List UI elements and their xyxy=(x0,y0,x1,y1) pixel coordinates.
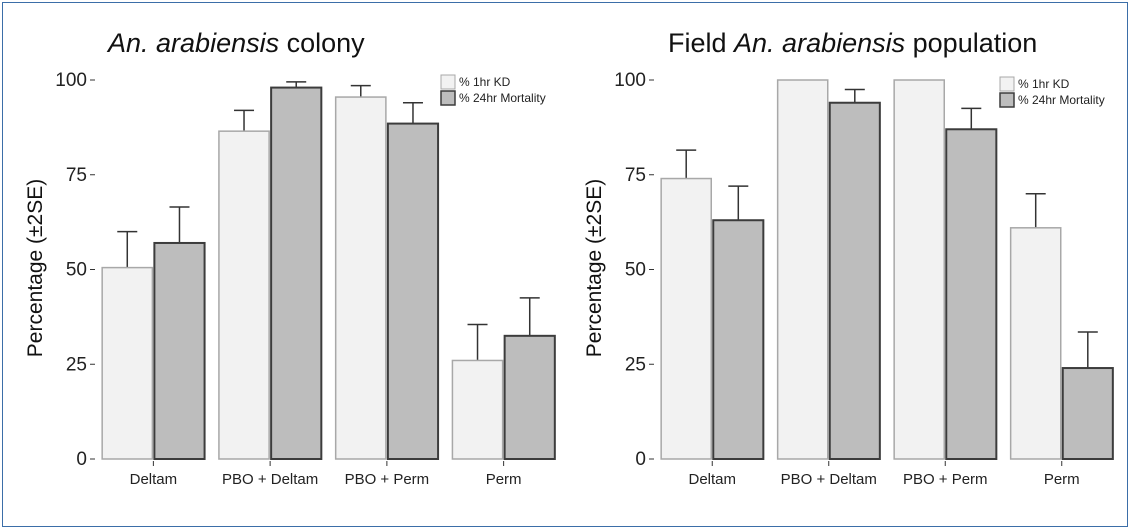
panel-2-bar-kd xyxy=(1009,227,1062,460)
panel-2-bar-mortality xyxy=(712,219,765,460)
panel-1-bar-mortality xyxy=(386,122,440,461)
panel-1-plot: 0 25 50 75 100 Deltam PBO + Deltam PBO + Perm Pe… xyxy=(55,70,556,488)
panel-2-plot: 0 25 50 75 100 Deltam PBO + Deltam PBO + Perm Pe… xyxy=(614,70,1114,488)
panel-2-ytick-label: 100 xyxy=(614,70,646,91)
panel-1-bar-mortality xyxy=(503,334,556,461)
panel-2-legend-swatch xyxy=(999,76,1015,92)
panel-2-category-label: PBO + Perm xyxy=(903,471,988,488)
panel-2-bar-mortality xyxy=(828,101,881,461)
panel-2-title-italic: An. arabiensis xyxy=(732,28,905,58)
panel-1-ytick-label: 0 xyxy=(76,449,87,470)
panel-1-title-italic: An. arabiensis xyxy=(106,28,279,58)
panel-2-ytick-label: 25 xyxy=(625,354,646,375)
panel-1-ytick-label: 75 xyxy=(66,165,87,186)
panel-2-legend-label: % 1hr KD xyxy=(1018,77,1070,91)
panel-1-legend-swatch xyxy=(440,90,456,106)
panel-1-legend-label: % 1hr KD xyxy=(459,75,511,89)
panel-1-legend-swatch xyxy=(440,74,456,90)
panel-1-category-label: Perm xyxy=(486,471,522,488)
panel-2-category-label: Deltam xyxy=(688,471,736,488)
panel-2-bar-kd xyxy=(660,177,713,460)
panel-1-title: An. arabiensis colony xyxy=(106,28,365,58)
panel-1-bar-kd xyxy=(334,96,387,460)
panel-1-category-label: PBO + Perm xyxy=(345,471,430,488)
panel-2-ylabel: Percentage (±2SE) xyxy=(583,179,606,357)
panel-1-category-label: PBO + Deltam xyxy=(222,471,318,488)
panel-2-bar-kd xyxy=(776,79,829,460)
panel-2-bar-mortality xyxy=(945,128,998,461)
panel-2-ytick-label: 50 xyxy=(625,260,646,281)
panel-1-ytick-label: 25 xyxy=(66,354,87,375)
panel-2-legend-label: % 24hr Mortality xyxy=(1018,93,1105,107)
panel-1-title-suffix: colony xyxy=(279,28,365,58)
panel-2-ytick-label: 0 xyxy=(635,449,646,470)
panel-1-legend-label: % 24hr Mortality xyxy=(459,91,546,105)
panel-1-bar-kd xyxy=(101,266,154,460)
panel-2-bar-mortality xyxy=(1061,367,1114,461)
panel-2-ytick-label: 75 xyxy=(625,165,646,186)
panel-1-category-label: Deltam xyxy=(130,471,178,488)
panel-1-bar-kd xyxy=(218,130,270,460)
panel-1-ytick-label: 100 xyxy=(55,70,87,91)
panel-2-title-prefix: Field xyxy=(668,28,734,58)
panel-2-title-suffix: population xyxy=(905,28,1037,58)
panel-2-category-label: PBO + Deltam xyxy=(781,471,877,488)
panel-1-bar-kd xyxy=(451,359,504,460)
panel-2-category-label: Perm xyxy=(1044,471,1080,488)
panel-2-bar-kd xyxy=(893,79,946,460)
panel-2-title: Field An. arabiensis population xyxy=(668,28,1037,58)
panel-1-ylabel: Percentage (±2SE) xyxy=(24,179,47,357)
panel-1-bar-mortality xyxy=(270,86,323,461)
panel-2-legend-swatch xyxy=(999,92,1015,108)
panel-1-bar-mortality xyxy=(153,241,206,460)
panel-1-ytick-label: 50 xyxy=(66,260,87,281)
